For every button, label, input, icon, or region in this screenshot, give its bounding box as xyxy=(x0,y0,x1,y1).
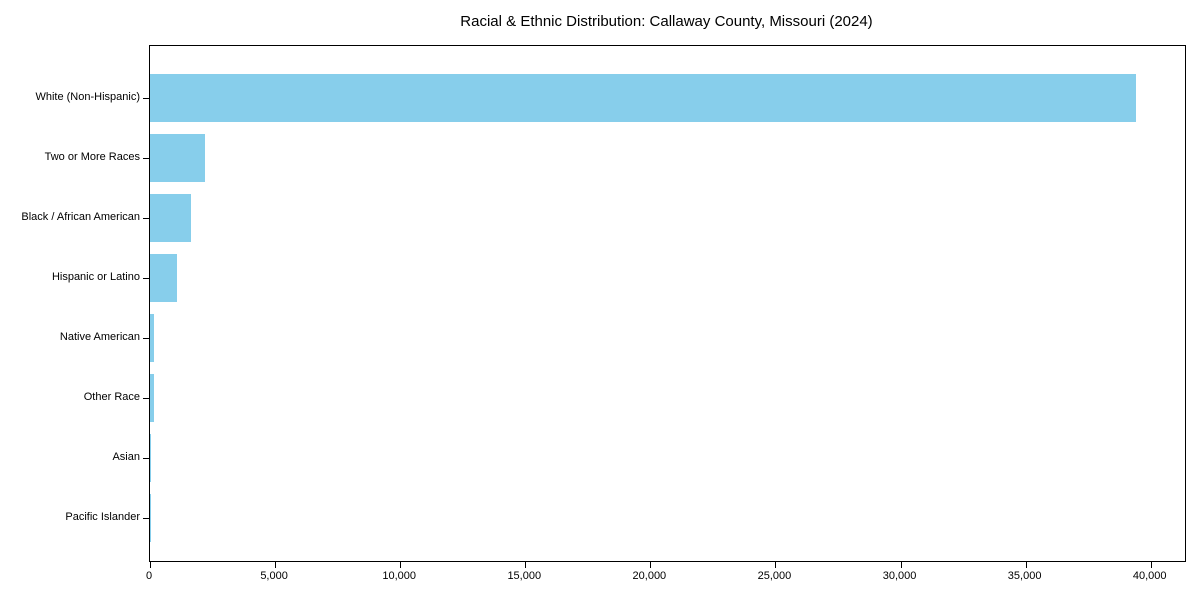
x-tick-label: 30,000 xyxy=(882,570,917,582)
y-tick-label: Black / African American xyxy=(21,211,140,223)
x-tick-mark xyxy=(150,562,151,568)
y-tick-label: Other Race xyxy=(83,391,140,403)
x-tick-mark xyxy=(1150,562,1152,568)
y-tick-label: White (Non-Hispanic) xyxy=(35,91,140,103)
x-tick-mark xyxy=(525,562,527,568)
bar-asian xyxy=(150,434,151,482)
y-tick-label: Pacific Islander xyxy=(65,511,140,523)
x-tick-mark xyxy=(900,562,902,568)
x-tick-label: 5,000 xyxy=(260,570,288,582)
bar-native-american xyxy=(150,314,155,362)
x-tick-label: 25,000 xyxy=(757,570,792,582)
y-tick-label: Native American xyxy=(59,331,140,343)
y-tick-mark xyxy=(143,398,149,399)
bar-black-african-american xyxy=(150,194,192,242)
y-tick-label: Two or More Races xyxy=(44,151,140,163)
x-tick-label: 10,000 xyxy=(382,570,416,582)
bar-white-non-hispanic xyxy=(150,74,1136,122)
x-tick-label: 15,000 xyxy=(507,570,542,582)
y-tick-mark xyxy=(143,518,149,519)
y-tick-mark xyxy=(143,218,149,219)
y-tick-label: Hispanic or Latino xyxy=(51,271,140,283)
y-tick-mark xyxy=(143,98,149,99)
x-tick-label: 35,000 xyxy=(1007,570,1042,582)
bar-two-or-more-races xyxy=(150,134,206,182)
y-tick-label: Asian xyxy=(112,451,140,463)
y-tick-mark xyxy=(143,158,149,159)
bar-other-race xyxy=(150,374,154,422)
x-tick-mark xyxy=(400,562,402,568)
x-tick-mark xyxy=(1025,562,1027,568)
x-tick-label: 40,000 xyxy=(1132,570,1167,582)
y-tick-mark xyxy=(143,458,149,459)
bar-hispanic-or-latino xyxy=(150,254,178,302)
x-tick-mark xyxy=(275,562,277,568)
y-tick-mark xyxy=(143,338,149,339)
x-tick-mark xyxy=(650,562,652,568)
y-tick-mark xyxy=(143,278,149,279)
x-tick-label: 20,000 xyxy=(632,570,667,582)
plot-area xyxy=(143,45,1186,568)
x-tick-mark xyxy=(775,562,777,568)
chart-title: Racial & Ethnic Distribution: Callaway C… xyxy=(460,13,873,30)
x-tick-label: 0 xyxy=(145,570,153,582)
